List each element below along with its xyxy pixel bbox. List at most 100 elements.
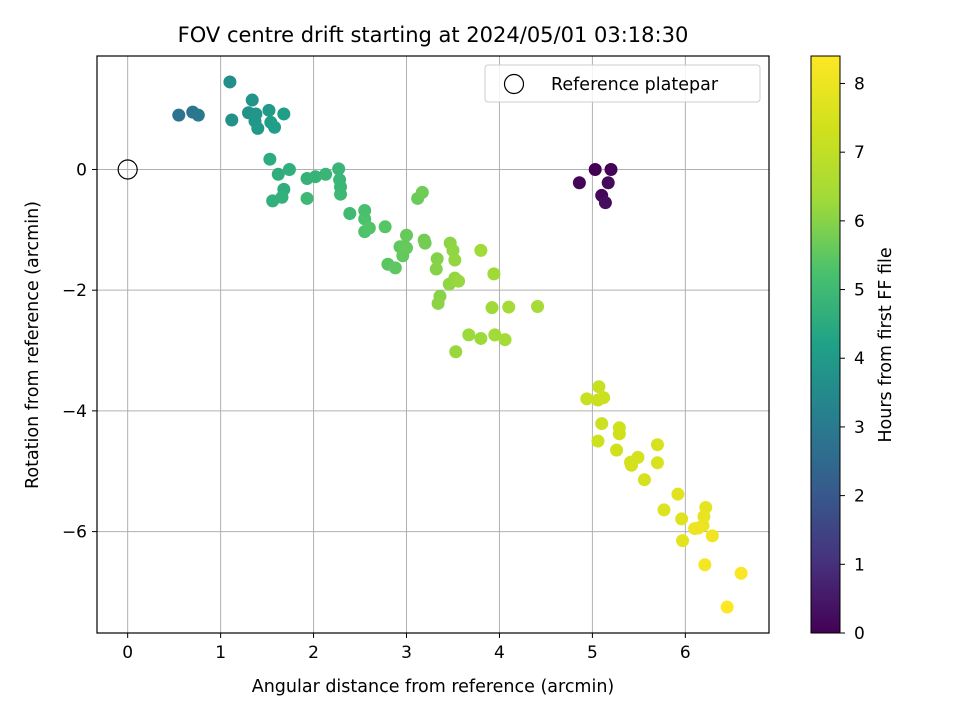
colorbar-tick-label: 3: [854, 418, 865, 438]
axis-ticks: 0 1 2 3 4 5 6 −6 −4 −2 0: [62, 160, 691, 663]
data-point: [388, 261, 402, 275]
legend-label: Reference platepar: [551, 75, 719, 95]
data-point: [300, 191, 314, 205]
data-point: [610, 443, 624, 457]
data-point: [275, 190, 289, 204]
data-point: [452, 274, 466, 288]
data-point: [734, 566, 748, 580]
data-point: [378, 220, 392, 234]
data-point: [598, 196, 612, 210]
data-point: [191, 108, 205, 122]
data-point: [705, 529, 719, 543]
data-point: [657, 503, 671, 517]
data-point: [282, 162, 296, 176]
data-points: [172, 75, 748, 614]
data-point: [446, 243, 460, 257]
colorbar-tick-label: 4: [854, 349, 865, 369]
legend: Reference platepar: [484, 64, 761, 103]
data-point: [675, 512, 689, 526]
data-point: [650, 456, 664, 470]
data-point: [597, 391, 611, 405]
reference-point: [117, 159, 138, 180]
colorbar-tick-label: 2: [854, 487, 865, 507]
data-point: [415, 185, 429, 199]
data-point: [449, 345, 463, 359]
data-point: [263, 152, 277, 166]
data-point: [637, 473, 651, 487]
data-point: [650, 438, 664, 452]
data-point: [271, 167, 285, 181]
data-point: [277, 107, 291, 121]
data-point: [592, 380, 606, 394]
data-point: [319, 167, 333, 181]
data-point: [698, 558, 712, 572]
data-point: [418, 236, 432, 250]
data-point: [448, 253, 462, 267]
chart-title: FOV centre drift starting at 2024/05/01 …: [178, 23, 689, 47]
data-point: [487, 267, 501, 281]
grid-lines: [97, 56, 769, 633]
y-axis-label: Rotation from reference (arcmin): [23, 201, 43, 489]
data-point: [572, 176, 586, 190]
data-point: [474, 331, 488, 345]
data-point: [334, 187, 348, 201]
data-point: [223, 75, 237, 89]
y-tick-label: −4: [62, 402, 87, 422]
colorbar-tick-label: 5: [854, 281, 865, 301]
legend-box: [484, 64, 761, 103]
data-point: [474, 243, 488, 257]
data-point: [588, 162, 602, 176]
data-point: [580, 392, 594, 406]
data-point: [498, 333, 512, 347]
x-tick-label: 2: [308, 643, 319, 663]
legend-reference-marker: [503, 73, 525, 95]
y-tick-label: −2: [62, 281, 87, 301]
x-tick-label: 0: [122, 643, 133, 663]
data-point: [251, 121, 265, 135]
data-point: [612, 427, 626, 441]
data-point: [429, 262, 443, 276]
data-point: [343, 207, 357, 221]
x-tick-label: 3: [401, 643, 412, 663]
data-point: [485, 301, 499, 315]
colorbar-ticks: 0 1 2 3 4 5 6 7 8: [840, 74, 865, 644]
data-point: [488, 328, 502, 342]
x-tick-label: 5: [587, 643, 598, 663]
x-axis-label: Angular distance from reference (arcmin): [252, 677, 615, 697]
data-point: [308, 170, 322, 184]
data-point: [502, 300, 516, 314]
x-tick-label: 4: [494, 643, 505, 663]
colorbar-tick-label: 0: [854, 624, 865, 644]
data-point: [676, 534, 690, 548]
colorbar: [810, 55, 841, 634]
data-point: [720, 600, 734, 614]
data-point: [430, 252, 444, 266]
colorbar-tick-label: 7: [854, 143, 865, 163]
y-tick-label: −6: [62, 523, 87, 543]
data-point: [691, 521, 705, 535]
data-point: [604, 162, 618, 176]
colorbar-tick-label: 6: [854, 212, 865, 232]
data-point: [400, 241, 414, 255]
data-point: [225, 113, 239, 127]
data-point: [400, 228, 414, 242]
data-point: [268, 120, 282, 134]
plot-frame: [96, 55, 770, 634]
data-point: [431, 296, 445, 310]
data-point: [601, 176, 615, 190]
reference-marker: [117, 159, 138, 180]
data-point: [531, 299, 545, 313]
data-point: [591, 434, 605, 448]
x-tick-label: 1: [215, 643, 226, 663]
data-point: [462, 328, 476, 342]
colorbar-tick-label: 1: [854, 555, 865, 575]
data-point: [262, 103, 276, 117]
data-point: [595, 417, 609, 431]
data-point: [245, 93, 259, 107]
data-point: [671, 487, 685, 501]
data-point: [332, 162, 346, 176]
data-point: [624, 455, 638, 469]
colorbar-tick-label: 8: [854, 74, 865, 94]
data-point: [362, 221, 376, 235]
